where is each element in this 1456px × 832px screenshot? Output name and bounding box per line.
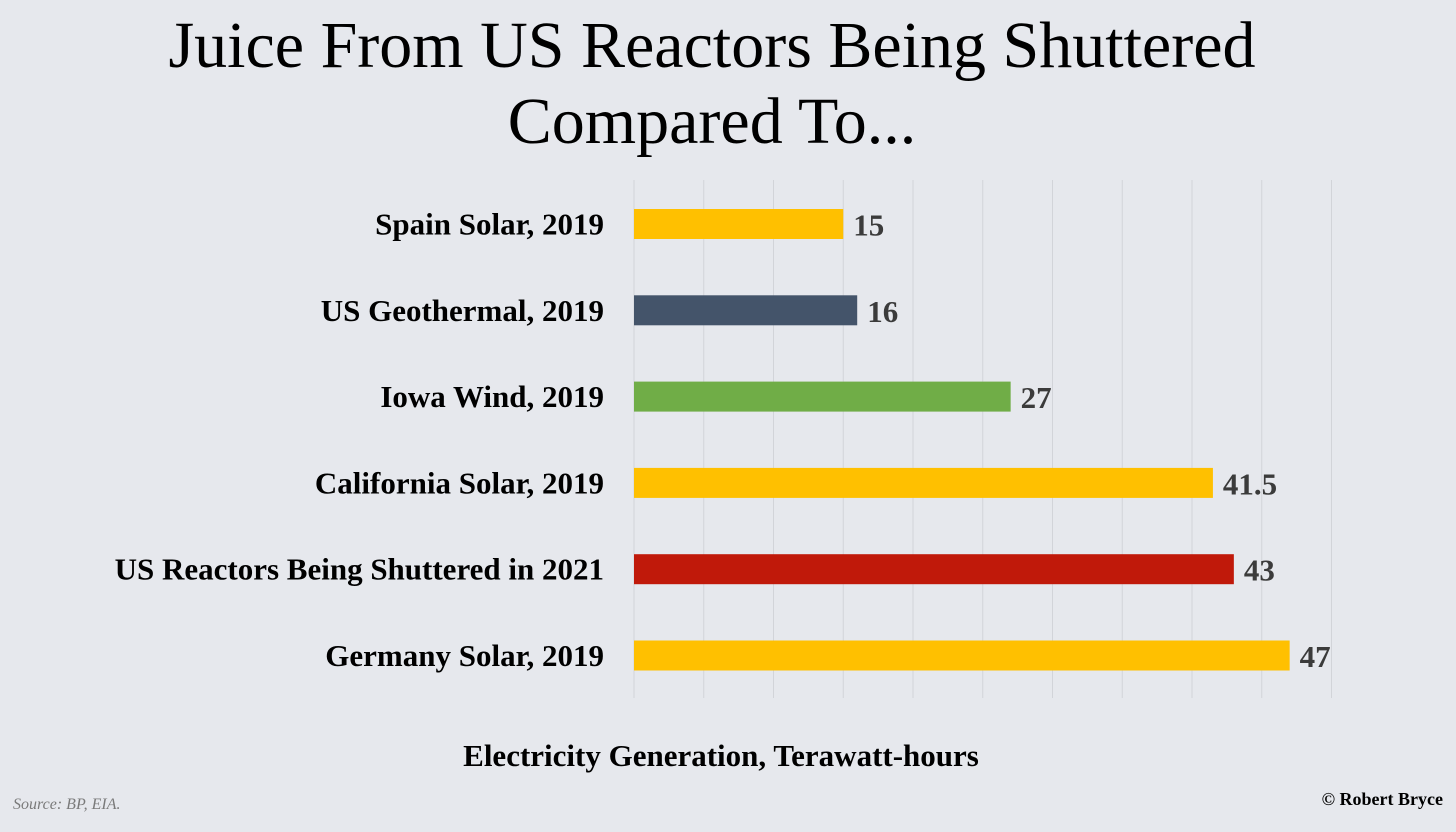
- category-label: US Reactors Being Shuttered in 2021: [115, 552, 604, 587]
- category-label: California Solar, 2019: [315, 465, 604, 500]
- chart-title: Juice From US Reactors Being Shuttered C…: [0, 8, 1424, 160]
- copyright-note: © Robert Bryce: [1321, 789, 1443, 809]
- category-label: US Geothermal, 2019: [321, 293, 604, 328]
- value-labels: 15 16 27 41.5 43 47: [853, 208, 1330, 675]
- bar: [634, 209, 844, 239]
- value-label: 47: [1300, 639, 1331, 674]
- value-label: 15: [853, 208, 884, 243]
- chart-title-line-2: Compared To...: [507, 85, 917, 158]
- category-labels: Spain Solar, 2019 US Geothermal, 2019 Iowa…: [115, 207, 604, 674]
- bars: [634, 209, 1290, 671]
- category-label: Spain Solar, 2019: [375, 207, 604, 242]
- value-label: 16: [867, 294, 898, 329]
- x-axis-label: Electricity Generation, Terawatt-hours: [463, 738, 979, 773]
- category-label: Germany Solar, 2019: [325, 638, 604, 673]
- category-label: Iowa Wind, 2019: [380, 379, 604, 414]
- bar: [634, 381, 1011, 412]
- bar: [634, 640, 1290, 671]
- chart-title-line-1: Juice From US Reactors Being Shuttered: [168, 9, 1256, 82]
- source-note: Source: BP, EIA.: [13, 796, 121, 813]
- value-label: 27: [1021, 380, 1052, 415]
- value-label: 43: [1244, 553, 1275, 588]
- bar: [634, 554, 1234, 585]
- bar: [634, 295, 858, 326]
- value-label: 41.5: [1223, 466, 1277, 501]
- gridlines: [633, 180, 1332, 698]
- bar: [634, 467, 1213, 498]
